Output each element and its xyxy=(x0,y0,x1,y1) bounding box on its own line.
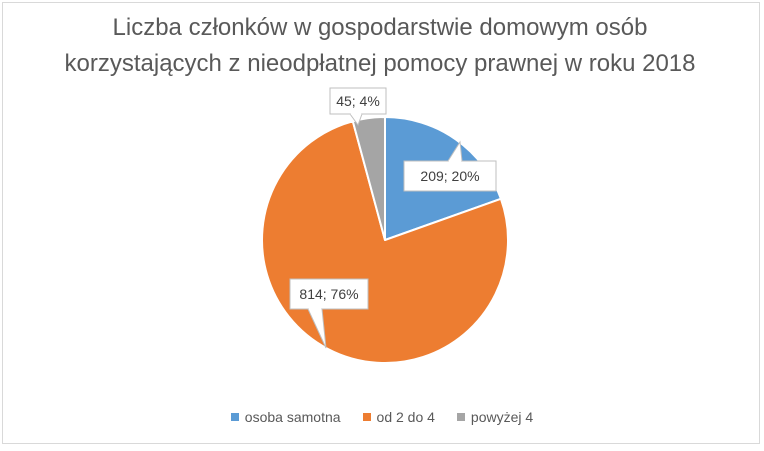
legend: osoba samotna od 2 do 4 powyżej 4 xyxy=(0,409,764,425)
svg-text:209; 20%: 209; 20% xyxy=(420,168,479,184)
legend-label-od-2-do-4: od 2 do 4 xyxy=(376,409,435,425)
data-label-powyzej-4: 45; 4% xyxy=(329,87,387,127)
legend-item-od-2-do-4: od 2 do 4 xyxy=(362,409,435,425)
chart-title-line-1: Liczba członków w gospodarstwie domowym … xyxy=(112,14,648,41)
legend-swatch-powyzej-4 xyxy=(456,413,465,421)
legend-item-osoba-samotna: osoba samotna xyxy=(230,409,341,425)
legend-label-powyzej-4: powyżej 4 xyxy=(470,409,534,425)
legend-swatch-osoba-samotna xyxy=(230,413,239,421)
svg-text:45; 4%: 45; 4% xyxy=(336,93,380,109)
chart-title: Liczba członków w gospodarstwie domowym … xyxy=(0,10,760,82)
data-label-osoba-samotna: 209; 20% xyxy=(403,140,497,192)
svg-text:814; 76%: 814; 76% xyxy=(299,286,358,302)
legend-item-powyzej-4: powyżej 4 xyxy=(456,409,534,425)
data-label-od-2-do-4: 814; 76% xyxy=(289,278,369,349)
legend-label-osoba-samotna: osoba samotna xyxy=(244,409,341,425)
chart-title-line-2: korzystających z nieodpłatnej pomocy pra… xyxy=(64,50,696,77)
slice-powyzej-4 xyxy=(351,116,386,241)
legend-swatch-od-2-do-4 xyxy=(362,413,371,421)
